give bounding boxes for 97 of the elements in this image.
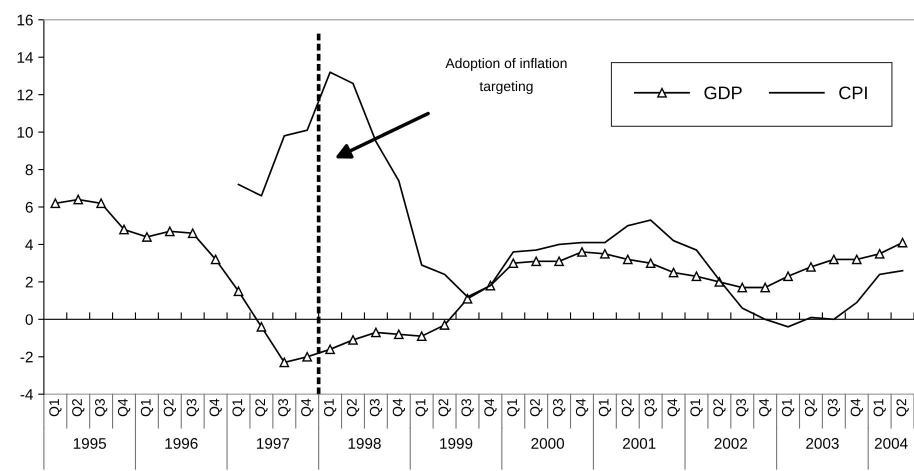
y-tick-label: 10: [18, 126, 33, 138]
x-tick-label: Q4: [759, 398, 772, 416]
point: [646, 258, 656, 268]
x-tick-label: Q1: [140, 399, 154, 416]
x-tick-label: Q4: [301, 398, 314, 416]
y-tick-label: 4: [25, 239, 34, 250]
x-tick-label: Q3: [95, 399, 108, 416]
x-tick-label: Q4: [484, 398, 497, 416]
x-tick-label: Q1: [507, 399, 520, 416]
annotation: Adoption of inflation targeting: [445, 58, 567, 94]
point: [96, 198, 106, 208]
point: [394, 329, 404, 340]
point: [737, 282, 748, 292]
x-tick-label: Q1: [874, 399, 886, 416]
point: [828, 254, 839, 264]
point: [600, 248, 610, 259]
x-tick-label: Q3: [461, 399, 474, 416]
y-tick-label: 2: [26, 276, 33, 288]
point: [852, 254, 862, 264]
point: [692, 271, 702, 282]
y-tick-label: 0: [26, 314, 33, 326]
point: [440, 320, 450, 330]
x-tick-label: Q2: [438, 399, 451, 416]
text: 2003: [806, 438, 839, 449]
point: [508, 258, 518, 268]
y-tick-label: 6: [26, 202, 33, 213]
text: 1995: [74, 438, 106, 449]
x-tick-label: Q3: [370, 399, 382, 416]
point: [531, 256, 542, 266]
x-tick-label: Q4: [392, 398, 406, 416]
point: [73, 194, 84, 204]
y-tick-label: 12: [18, 90, 33, 100]
x-tick-label: Q4: [576, 398, 588, 416]
point: [325, 344, 335, 354]
point: [142, 232, 152, 242]
point: [622, 254, 633, 264]
x-tick-label: Q3: [644, 399, 657, 416]
point: [371, 328, 381, 338]
y-tick-label: -4: [20, 389, 34, 400]
point: [210, 254, 220, 264]
point: [348, 335, 358, 345]
y-tick-label: 14: [18, 52, 34, 63]
text: 2004: [874, 438, 908, 449]
point: [164, 226, 175, 236]
text: 2001: [623, 438, 656, 449]
x-tick-label: Q3: [552, 399, 566, 416]
y-tick-label: 16: [18, 14, 33, 26]
point: [806, 262, 816, 272]
point: [256, 322, 266, 332]
x-tick-label: Q4: [210, 398, 222, 416]
legend-label: CPI: [839, 86, 867, 100]
x-tick-label: Q2: [255, 399, 268, 416]
text: 1997: [257, 438, 290, 449]
point: [188, 228, 198, 238]
x-tick-label: Q1: [782, 399, 794, 416]
x-tick-label: Q1: [598, 399, 612, 416]
x-tick-label: Q2: [530, 399, 542, 416]
text: 2000: [531, 438, 564, 449]
x-tick-label: Q2: [72, 399, 84, 416]
text: 1996: [165, 438, 198, 449]
text: 1998: [348, 438, 381, 449]
text: 1999: [440, 438, 472, 449]
point: [874, 248, 885, 259]
x-tick-label: Q3: [278, 399, 291, 416]
point: [760, 282, 770, 292]
x-tick-label: Q4: [667, 398, 680, 416]
x-tick-label: Q1: [49, 399, 62, 416]
point: [50, 198, 60, 208]
x-tick-label: Q1: [416, 399, 428, 416]
x-tick-label: Q3: [736, 399, 748, 416]
y-tick-label: 8: [26, 164, 33, 176]
point: [577, 247, 587, 257]
point: [279, 358, 290, 368]
x-tick-label: Q4: [118, 398, 130, 416]
x-tick-label: Q4: [850, 398, 863, 416]
y-tick-label: -2: [20, 352, 33, 362]
x-tick-label: Q3: [186, 399, 199, 416]
point: [783, 271, 793, 282]
point: [554, 256, 564, 266]
point: [898, 238, 908, 248]
x-tick-label: Q2: [164, 399, 176, 416]
x-tick-label: Q2: [713, 399, 726, 416]
x-tick-label: Q2: [622, 399, 634, 416]
point: [302, 352, 312, 362]
x-tick-label: Q1: [232, 399, 245, 416]
x-tick-label: Q3: [828, 399, 840, 416]
point: [416, 331, 427, 342]
x-tick-label: Q1: [324, 399, 336, 416]
text: 2002: [714, 438, 748, 449]
x-tick-label: Q2: [804, 399, 818, 416]
point: [119, 224, 129, 234]
legend-label: GDP: [704, 86, 742, 100]
x-tick-label: Q2: [346, 399, 360, 416]
x-tick-label: Q1: [690, 399, 703, 416]
x-tick-label: Q2: [896, 399, 909, 416]
point: [234, 286, 244, 296]
point: [668, 268, 678, 278]
